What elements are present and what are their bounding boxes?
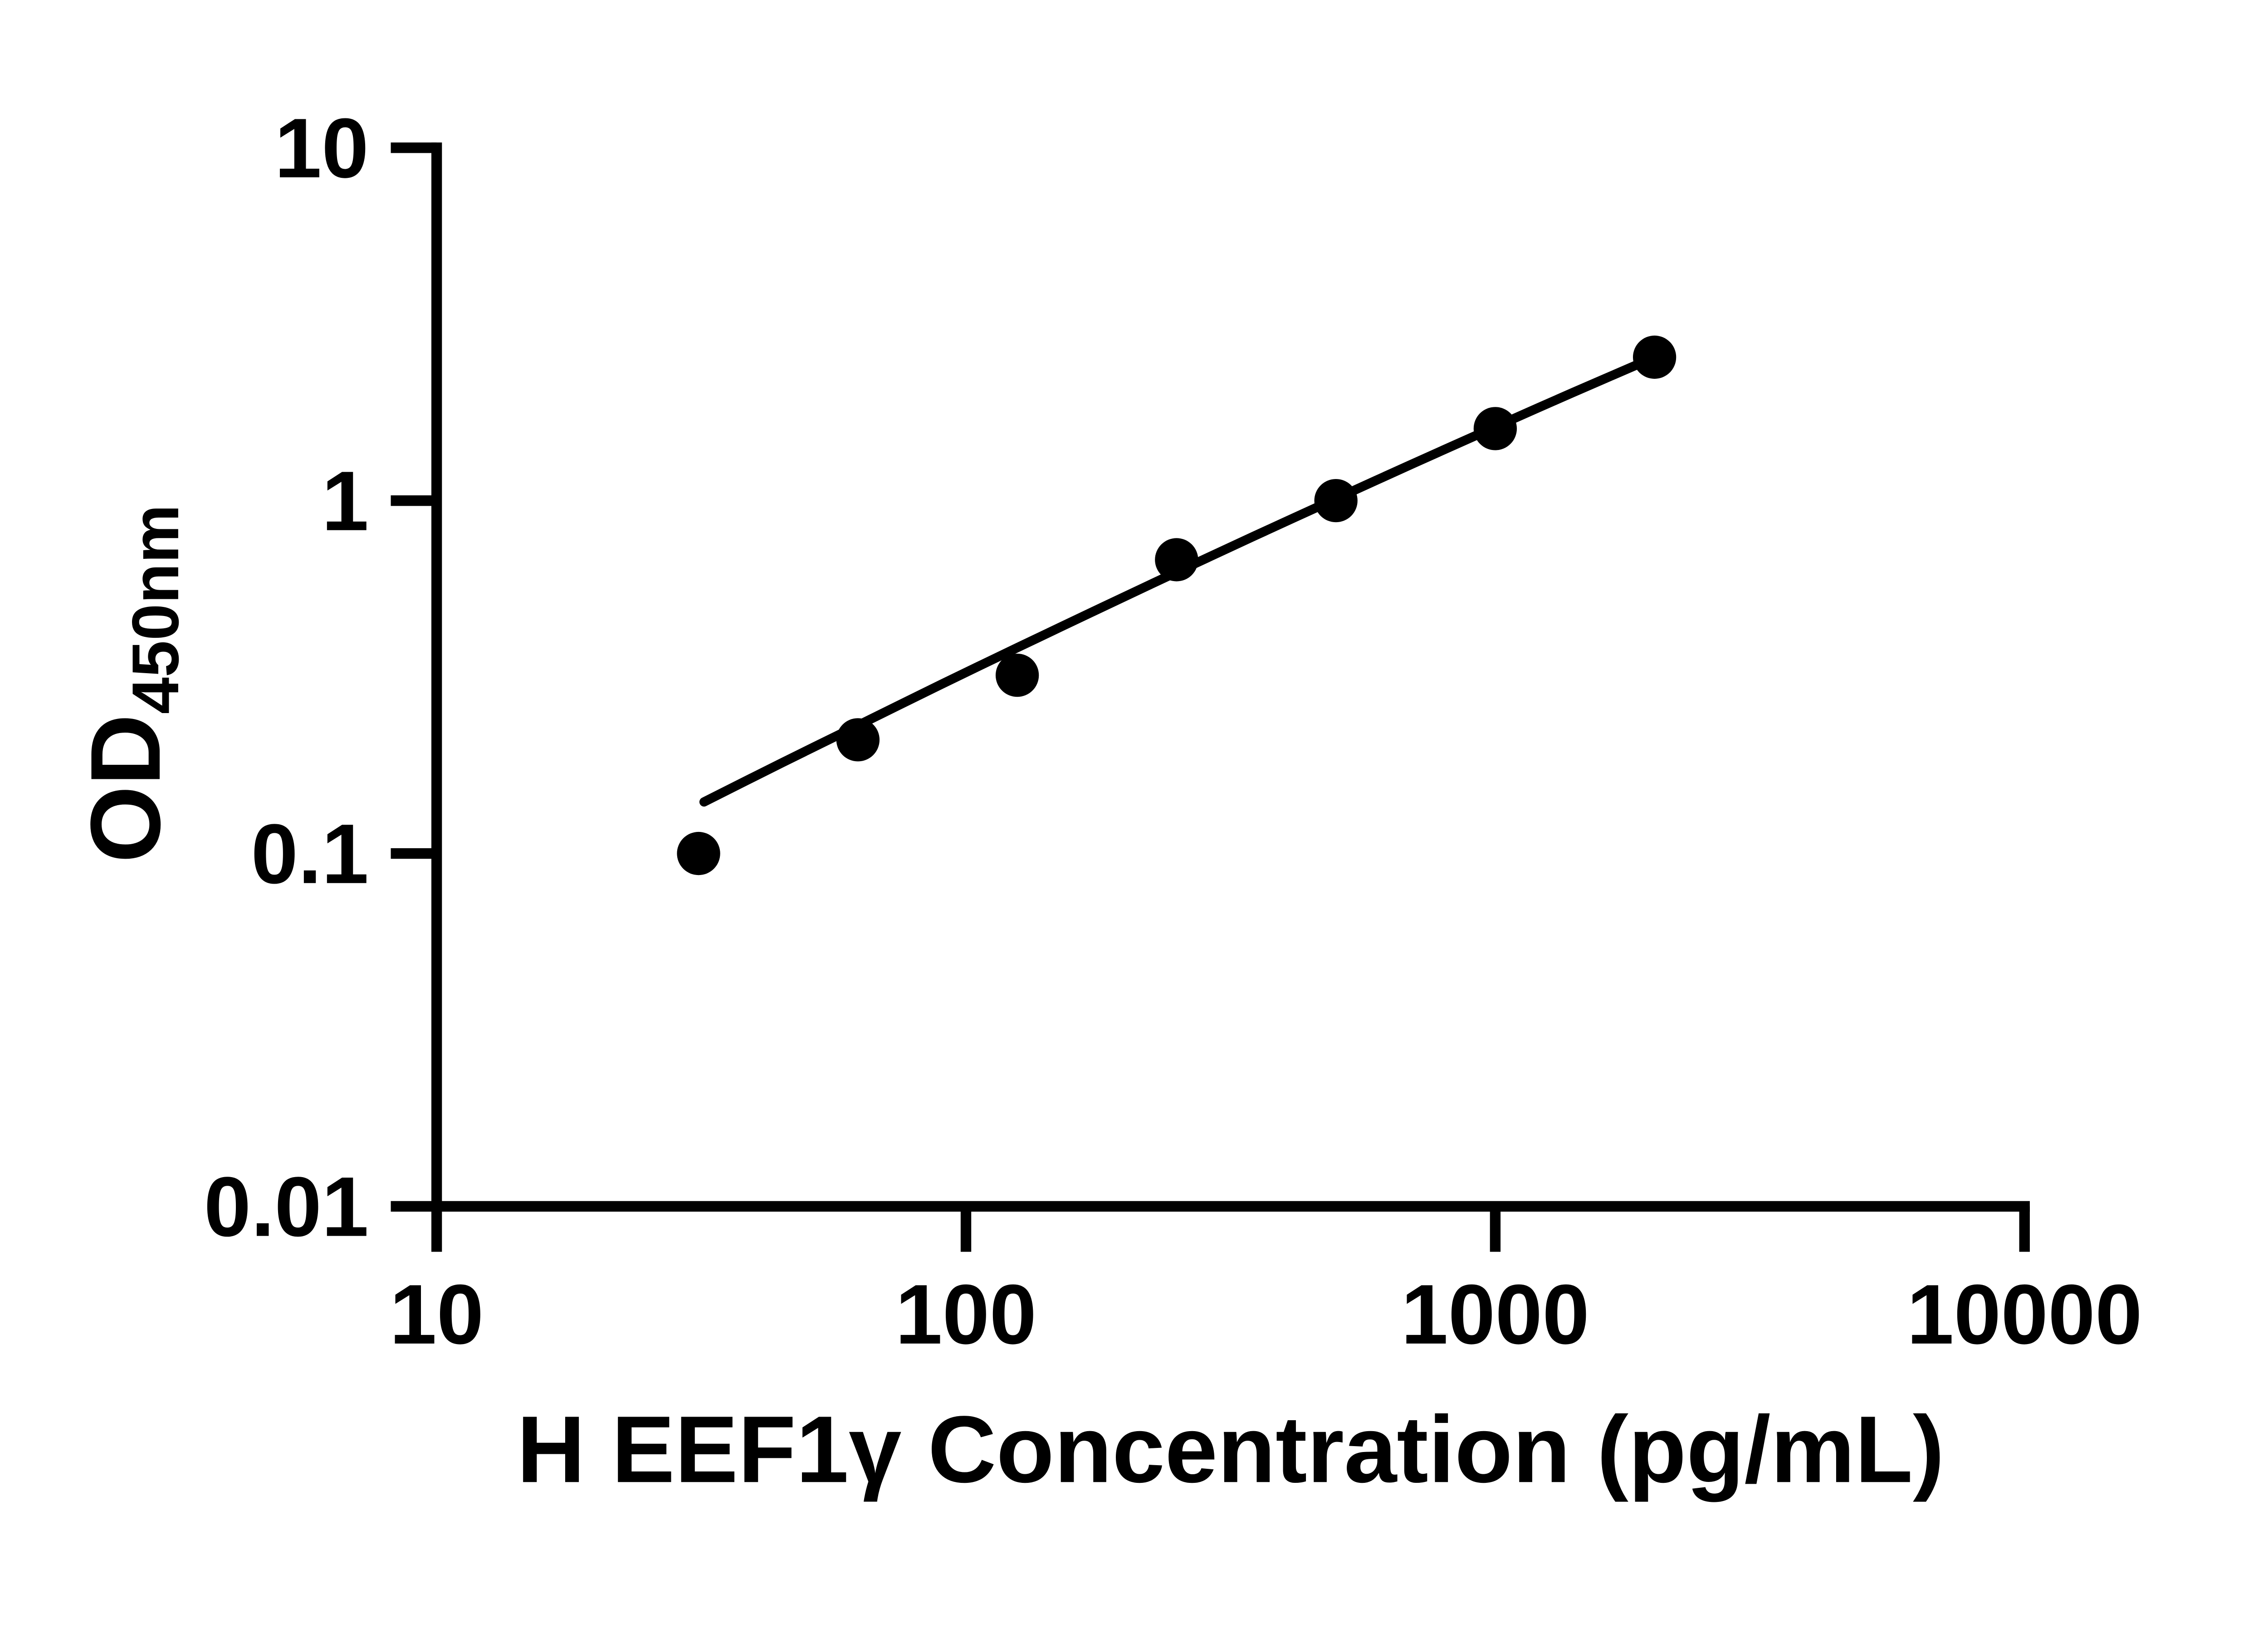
x-tick-label-1000: 1000 <box>1401 1267 1589 1362</box>
x-axis-title: H EEF1γ Concentration (pg/mL) <box>517 1397 1944 1502</box>
data-point-500pg-ml <box>1314 479 1358 523</box>
x-tick-label-10000: 10000 <box>1907 1267 2142 1362</box>
tick-marks-group <box>391 142 2030 1252</box>
data-point-1000pg-ml <box>1473 407 1517 450</box>
data-point-62.5pg-ml <box>836 718 880 762</box>
data-point-250pg-ml <box>1155 538 1198 582</box>
y-axis-title-main: OD <box>70 714 181 863</box>
data-point-125pg-ml <box>995 653 1039 697</box>
y-axis-title: OD450nm <box>70 504 192 863</box>
figure-stage: 10 1 0.1 0.01 10 100 1000 10000 H EEF1γ Concent… <box>0 0 2268 1588</box>
data-point-2000pg-ml <box>1633 335 1677 379</box>
y-axis-title-subscript: 450nm <box>118 504 192 714</box>
y-tick-label-0.1: 0.1 <box>251 807 369 901</box>
axes-group <box>431 142 2030 1212</box>
data-points-group <box>677 335 1677 875</box>
y-tick-label-1: 1 <box>322 454 369 548</box>
y-tick-label-0.01: 0.01 <box>204 1159 369 1254</box>
plot-background <box>0 0 2268 1588</box>
y-tick-label-10: 10 <box>274 101 369 196</box>
data-point-31.25pg-ml <box>677 831 720 875</box>
x-tick-label-10: 10 <box>390 1267 484 1362</box>
x-tick-label-100: 100 <box>895 1267 1036 1362</box>
